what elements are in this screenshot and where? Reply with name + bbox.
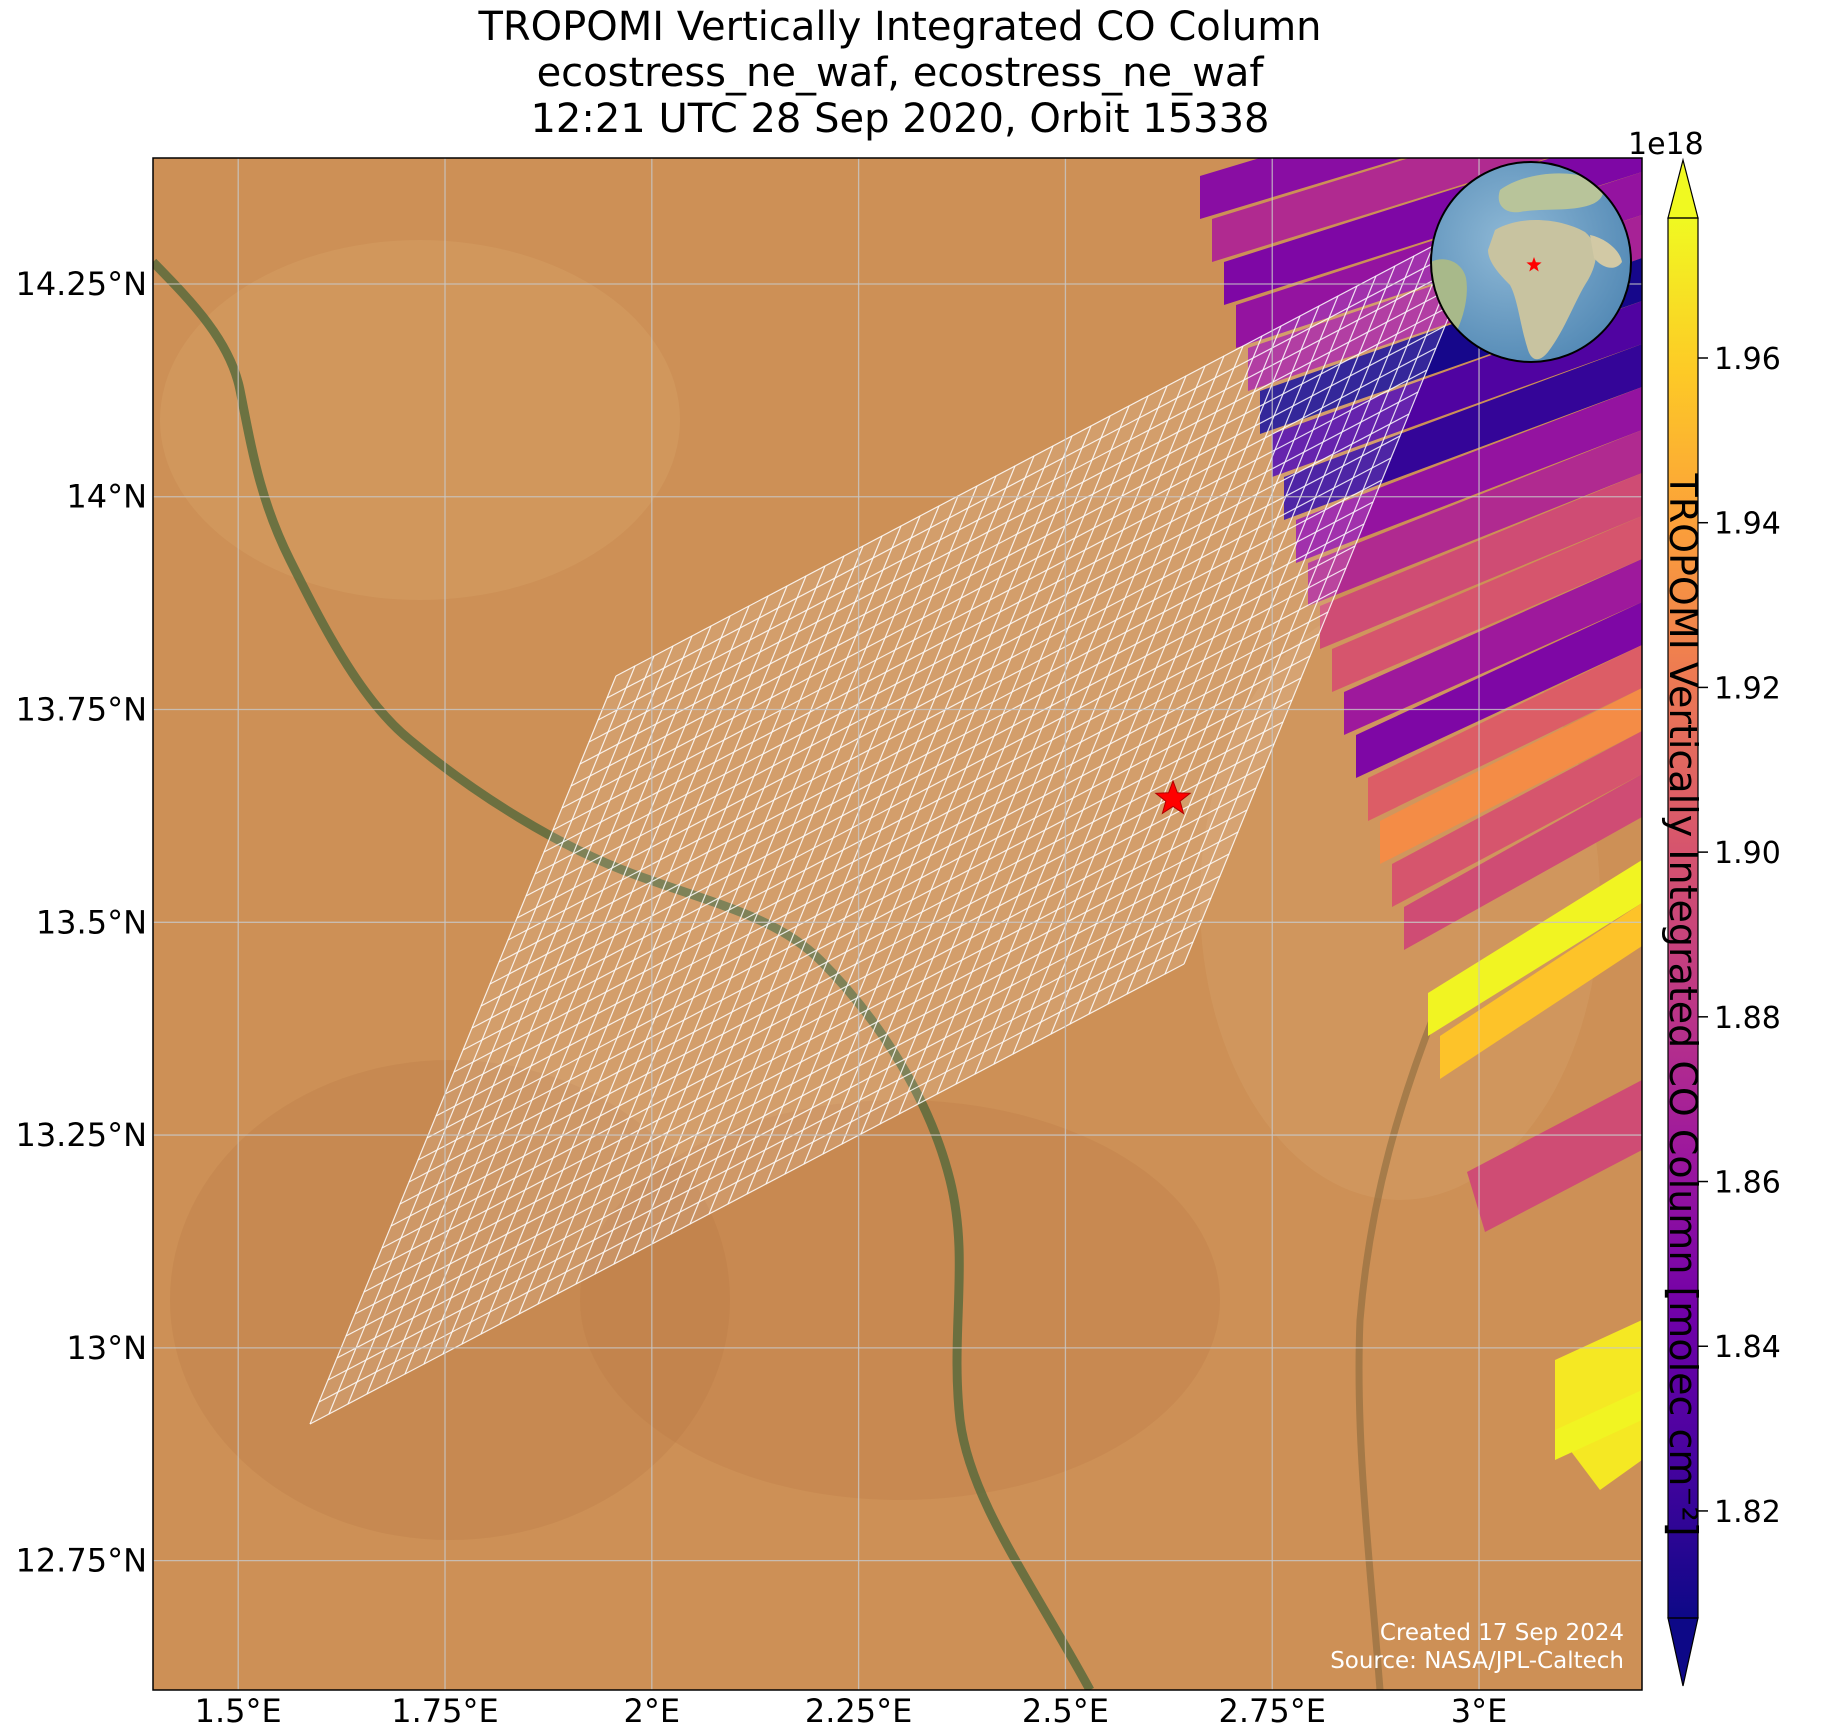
river-niger <box>153 258 1094 1690</box>
ecostress-grid-line <box>462 589 1338 1051</box>
credit-created: Created 17 Sep 2024 <box>1380 1620 1624 1646</box>
globe-site-marker <box>1526 257 1542 272</box>
ecostress-grid-line <box>354 853 1230 1315</box>
colorbar-extend-max <box>1667 157 1699 219</box>
swath-strip <box>1428 860 1642 1036</box>
ecostress-grid-line <box>561 347 1437 809</box>
colorbar-exponent: 1e18 <box>1628 127 1704 162</box>
y-tick-label: 12.75°N <box>15 1542 147 1580</box>
inset-globe <box>1430 161 1632 363</box>
map-title: TROPOMI Vertically Integrated CO Column … <box>0 4 1800 142</box>
ecostress-grid-line <box>552 369 1428 831</box>
swath-strip <box>1344 559 1642 735</box>
arabia-landmass <box>1590 235 1622 268</box>
map-frame <box>152 157 1643 1691</box>
ecostress-grid-line <box>597 259 1473 721</box>
ecostress-grid-line <box>417 699 1293 1161</box>
ecostress-grid-line <box>318 941 1194 1403</box>
ecostress-grid-line <box>372 809 1248 1271</box>
swath-strip <box>1200 158 1403 219</box>
ecostress-grid-line <box>489 523 1365 985</box>
x-tick-label: 2.25°E <box>805 1692 912 1730</box>
swath-strip <box>1555 1390 1642 1460</box>
credit-source: Source: NASA/JPL-Caltech <box>1330 1648 1624 1674</box>
x-tick-label: 1.5°E <box>195 1692 282 1730</box>
swath-strip <box>1356 602 1642 778</box>
y-tick-label: 14.25°N <box>15 265 147 303</box>
title-line-2: ecostress_ne_waf, ecostress_ne_waf <box>536 50 1264 96</box>
ecostress-grid-line <box>471 567 1347 1029</box>
y-tick-label: 13.5°N <box>36 903 147 941</box>
colorbar-tick-label: 1.96 <box>1714 342 1781 377</box>
ecostress-grid-line <box>399 743 1275 1205</box>
swath-strip <box>1320 473 1642 649</box>
ecostress-grid-line <box>390 765 1266 1227</box>
ecostress-grid-line <box>426 677 1302 1139</box>
y-tick-label: 14°N <box>66 478 147 516</box>
ecostress-grid-line <box>327 919 1203 1381</box>
colorbar-tick-label: 1.82 <box>1714 1495 1781 1530</box>
europe-landmass <box>1498 173 1604 213</box>
title-line-3: 12:21 UTC 28 Sep 2020, Orbit 15338 <box>530 96 1270 142</box>
ecostress-grid-line <box>498 501 1374 963</box>
ecostress-grid-line <box>534 413 1410 875</box>
x-tick-label: 3°E <box>1451 1692 1508 1730</box>
y-tick-label: 13.75°N <box>15 691 147 729</box>
y-axis-ticks: 14.25°N 14°N 13.75°N 13.5°N 13.25°N 13°N 12.75… <box>15 265 147 1580</box>
colorbar-tick-label: 1.86 <box>1714 1166 1781 1201</box>
x-tick-label: 2.75°E <box>1218 1692 1325 1730</box>
colorbar-tick-label: 1.92 <box>1714 671 1781 706</box>
colorbar-label: TROPOMI Vertically Integrated CO Column … <box>1661 473 1705 1537</box>
ecostress-grid-line <box>480 545 1356 1007</box>
swath-strip <box>1284 344 1642 520</box>
swath-strip <box>1440 903 1642 1079</box>
x-tick-label: 1.75°E <box>391 1692 498 1730</box>
colorbar-tick-label: 1.84 <box>1714 1330 1781 1365</box>
y-tick-label: 13°N <box>66 1329 147 1367</box>
africa-landmass <box>1488 220 1596 360</box>
ecostress-grid-line <box>408 721 1284 1183</box>
swath-strip <box>1212 158 1549 262</box>
graticule <box>153 158 1642 1690</box>
ecostress-grid-line <box>525 435 1401 897</box>
swath-strip <box>1308 430 1642 606</box>
river-channel <box>1355 998 1444 1690</box>
colorbar-tick-label: 1.94 <box>1714 507 1781 542</box>
ecostress-grid-line <box>615 215 1491 677</box>
ecostress-grid-line <box>381 787 1257 1249</box>
swath-strip <box>1404 774 1642 950</box>
x-tick-label: 2.5°E <box>1022 1692 1109 1730</box>
ecostress-grid-line <box>345 875 1221 1337</box>
colorbar-extend-min <box>1667 1617 1699 1687</box>
swath-strip <box>1467 1080 1642 1232</box>
swath-strip <box>1368 645 1642 821</box>
ecostress-grid-line <box>606 237 1482 699</box>
ecostress-grid-line <box>453 611 1329 1073</box>
colorbar-gradient <box>1668 218 1698 1618</box>
colorbar-tick-label: 1.88 <box>1714 1001 1781 1036</box>
ecostress-grid-line <box>579 303 1455 765</box>
swath-strip <box>1296 387 1642 563</box>
colorbar-ticks: 1.82 1.84 1.86 1.88 1.90 1.92 1.94 1.96 <box>1698 342 1781 1530</box>
ecostress-grid-line <box>363 831 1239 1293</box>
site-marker-star <box>1154 779 1192 815</box>
colorbar: 1.82 1.84 1.86 1.88 1.90 1.92 1.94 1.96 <box>1667 157 1781 1687</box>
swath-strip <box>1332 516 1642 692</box>
y-tick-label: 13.25°N <box>15 1116 147 1154</box>
ecostress-grid-line <box>588 281 1464 743</box>
colorbar-tick-label: 1.90 <box>1714 836 1781 871</box>
title-line-1: TROPOMI Vertically Integrated CO Column <box>478 4 1322 50</box>
ecostress-grid-line <box>516 457 1392 919</box>
swath-strip <box>1392 731 1642 907</box>
swath-strip <box>1380 688 1642 864</box>
ecostress-grid-line <box>444 633 1320 1095</box>
x-tick-label: 2°E <box>624 1692 681 1730</box>
ecostress-grid-line <box>435 655 1311 1117</box>
x-axis-ticks: 1.5°E 1.75°E 2°E 2.25°E 2.5°E 2.75°E 3°E <box>195 1692 1508 1730</box>
